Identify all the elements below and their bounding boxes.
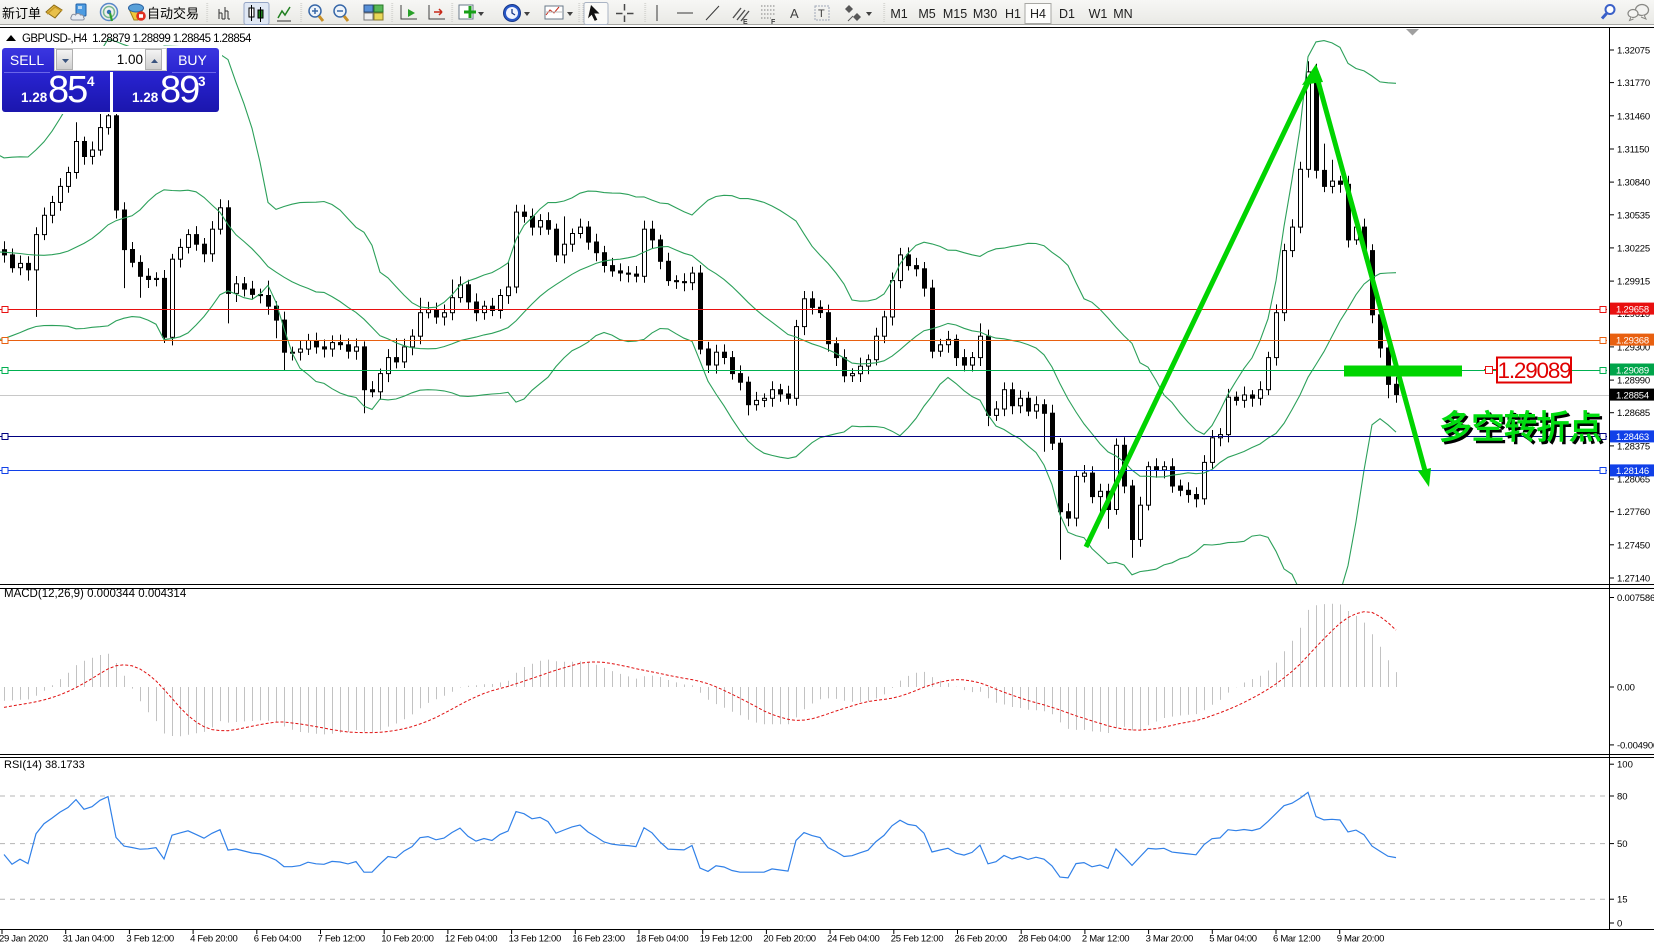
svg-text:M1: M1 <box>890 7 907 21</box>
svg-text:1.29089: 1.29089 <box>1498 358 1572 383</box>
svg-text:1.27140: 1.27140 <box>1617 574 1650 585</box>
svg-text:M15: M15 <box>943 7 967 21</box>
svg-text:A: A <box>790 6 799 21</box>
svg-text:1.29368: 1.29368 <box>1616 335 1649 346</box>
svg-text:W1: W1 <box>1089 7 1108 21</box>
svg-text:RSI(14) 38.1733: RSI(14) 38.1733 <box>4 759 85 771</box>
svg-text:F: F <box>771 19 776 26</box>
svg-text:M30: M30 <box>973 7 997 21</box>
svg-text:1.29610: 1.29610 <box>1617 309 1650 320</box>
svg-text:1.27450: 1.27450 <box>1617 540 1650 551</box>
svg-text:1.29658: 1.29658 <box>1616 304 1649 315</box>
svg-text:2 Mar 12:00: 2 Mar 12:00 <box>1082 934 1129 945</box>
svg-text:26 Feb 20:00: 26 Feb 20:00 <box>955 934 1007 945</box>
svg-text:多空转折点: 多空转折点 <box>1439 409 1602 446</box>
svg-text:1.29300: 1.29300 <box>1617 342 1650 353</box>
svg-text:16 Feb 23:00: 16 Feb 23:00 <box>572 934 624 945</box>
svg-text:4 Feb 20:00: 4 Feb 20:00 <box>190 934 237 945</box>
svg-text:D1: D1 <box>1059 7 1075 21</box>
svg-text:12 Feb 04:00: 12 Feb 04:00 <box>445 934 497 945</box>
svg-text:24 Feb 04:00: 24 Feb 04:00 <box>827 934 879 945</box>
svg-text:29 Jan 2020: 29 Jan 2020 <box>0 934 48 945</box>
svg-text:15: 15 <box>1617 895 1628 906</box>
svg-text:1.28685: 1.28685 <box>1617 408 1650 419</box>
svg-text:20 Feb 20:00: 20 Feb 20:00 <box>763 934 815 945</box>
svg-text:7 Feb 12:00: 7 Feb 12:00 <box>318 934 365 945</box>
svg-text:H1: H1 <box>1005 7 1021 21</box>
svg-text:0.007586: 0.007586 <box>1617 593 1654 604</box>
svg-text:GBPUSD-,H4 1.28879 1.28899 1.: GBPUSD-,H4 1.28879 1.28899 1.28845 1.288… <box>22 33 252 45</box>
svg-text:18 Feb 04:00: 18 Feb 04:00 <box>636 934 688 945</box>
svg-text:1.28854: 1.28854 <box>1616 390 1649 401</box>
svg-text:1.29915: 1.29915 <box>1617 277 1650 288</box>
svg-text:1.27760: 1.27760 <box>1617 507 1650 518</box>
svg-text:31 Jan 04:00: 31 Jan 04:00 <box>63 934 114 945</box>
svg-text:1.31150: 1.31150 <box>1617 145 1649 156</box>
svg-text:1.28463: 1.28463 <box>1616 432 1649 443</box>
svg-text:自动交易: 自动交易 <box>147 6 199 21</box>
svg-text:1.30225: 1.30225 <box>1617 243 1650 254</box>
svg-text:5 Mar 04:00: 5 Mar 04:00 <box>1209 934 1256 945</box>
svg-text:1.30840: 1.30840 <box>1617 178 1650 189</box>
svg-text:3 Mar 20:00: 3 Mar 20:00 <box>1146 934 1193 945</box>
svg-text:80: 80 <box>1617 792 1628 803</box>
svg-text:10 Feb 20:00: 10 Feb 20:00 <box>381 934 433 945</box>
svg-text:25 Feb 12:00: 25 Feb 12:00 <box>891 934 943 945</box>
svg-text:H4: H4 <box>1030 7 1046 21</box>
svg-text:E: E <box>743 19 748 26</box>
svg-text:1.28990: 1.28990 <box>1617 376 1650 387</box>
svg-text:28 Feb 04:00: 28 Feb 04:00 <box>1018 934 1070 945</box>
svg-text:0: 0 <box>1617 919 1622 930</box>
svg-text:MN: MN <box>1113 7 1132 21</box>
svg-text:3 Feb 12:00: 3 Feb 12:00 <box>126 934 173 945</box>
svg-text:6 Mar 12:00: 6 Mar 12:00 <box>1273 934 1320 945</box>
svg-text:1.30535: 1.30535 <box>1617 210 1650 221</box>
svg-text:9 Mar 20:00: 9 Mar 20:00 <box>1337 934 1384 945</box>
svg-text:50: 50 <box>1617 839 1628 850</box>
svg-text:1.28146: 1.28146 <box>1616 466 1649 477</box>
svg-text:1.31770: 1.31770 <box>1617 78 1650 89</box>
svg-text:6 Feb 04:00: 6 Feb 04:00 <box>254 934 301 945</box>
svg-text:100: 100 <box>1617 760 1633 771</box>
svg-text:1.32075: 1.32075 <box>1617 46 1650 57</box>
svg-text:多空转折点: 多空转折点 <box>1442 411 1605 448</box>
svg-text:1.28375: 1.28375 <box>1617 441 1650 452</box>
svg-text:新订单: 新订单 <box>2 6 41 21</box>
svg-text:19 Feb 12:00: 19 Feb 12:00 <box>700 934 752 945</box>
svg-text:1.28065: 1.28065 <box>1617 475 1650 486</box>
svg-text:-0.004906: -0.004906 <box>1617 740 1654 751</box>
svg-text:13 Feb 12:00: 13 Feb 12:00 <box>509 934 561 945</box>
svg-text:0.00: 0.00 <box>1617 683 1635 694</box>
svg-text:1.31460: 1.31460 <box>1617 111 1650 122</box>
svg-text:T: T <box>818 8 825 20</box>
svg-text:1.29089: 1.29089 <box>1616 365 1649 376</box>
svg-text:MACD(12,26,9) 0.000344 0.00431: MACD(12,26,9) 0.000344 0.004314 <box>4 588 187 600</box>
svg-text:M5: M5 <box>918 7 935 21</box>
